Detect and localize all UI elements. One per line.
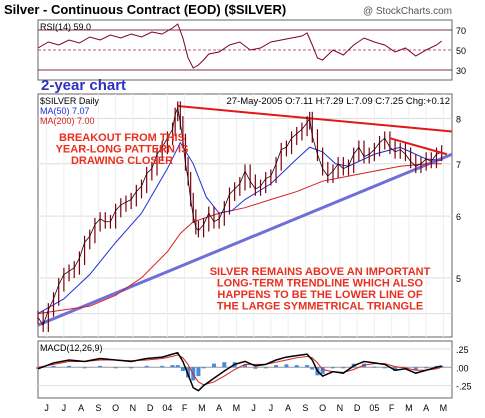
two-year-badge: 2-year chart bbox=[41, 77, 126, 94]
macd-tick-label: .00 bbox=[456, 363, 469, 373]
macd-label: MACD(12,26,9) bbox=[40, 343, 103, 353]
macd-histogram-bar bbox=[305, 365, 310, 368]
x-tick-label: M bbox=[233, 403, 241, 413]
price-tick-label: 7 bbox=[456, 160, 461, 170]
quote-line: 27-May-2005 O:7.11 H:7.29 L:7.09 C:7.25 … bbox=[227, 96, 450, 107]
macd-histogram-bar bbox=[67, 365, 72, 368]
rsi-level-label: 70 bbox=[456, 26, 466, 36]
x-tick-label: S bbox=[95, 403, 101, 413]
macd-histogram-bar bbox=[82, 367, 87, 369]
macd-histogram-bar bbox=[51, 365, 56, 368]
support-trendline bbox=[37, 152, 453, 327]
price-tick-label: 5 bbox=[456, 274, 461, 284]
macd-histogram-bar bbox=[186, 367, 191, 378]
chart-title: Silver - Continuous Contract (EOD) ($SIL… bbox=[4, 2, 286, 17]
macd-histogram-bar bbox=[222, 362, 227, 368]
x-tick-label: A bbox=[285, 403, 291, 413]
macd-line bbox=[37, 351, 442, 392]
macd-histogram-bar bbox=[424, 367, 429, 369]
breakout-annotation-line: DRAWING CLOSER bbox=[71, 155, 173, 167]
macd-histogram-bar bbox=[413, 367, 418, 371]
macd-histogram-bar bbox=[129, 367, 134, 369]
breakout-annotation-line: YEAR-LONG PATTERN IS bbox=[56, 144, 189, 156]
x-tick-label: J bbox=[251, 403, 256, 413]
x-tick-label: 04 bbox=[162, 403, 172, 413]
macd-histogram-bar bbox=[201, 367, 206, 369]
trendline-annotation-line: SILVER REMAINS ABOVE AN IMPORTANT bbox=[210, 266, 431, 278]
ma50-line bbox=[37, 141, 442, 315]
x-tick-label: F bbox=[389, 403, 395, 413]
macd-histogram-bar bbox=[310, 367, 315, 370]
rsi-level-label: 50 bbox=[456, 46, 466, 56]
macd-histogram-bar bbox=[211, 363, 216, 368]
price-tick-label: 8 bbox=[456, 115, 461, 125]
macd-histogram-bar bbox=[341, 367, 346, 369]
macd-tick-label: .25 bbox=[456, 345, 469, 355]
macd-histogram-bar bbox=[253, 367, 258, 369]
x-tick-label: J bbox=[44, 403, 49, 413]
x-tick-label: A bbox=[423, 403, 429, 413]
x-tick-label: O bbox=[319, 403, 326, 413]
macd-histogram-bar bbox=[294, 365, 299, 368]
x-tick-label: A bbox=[216, 403, 222, 413]
x-tick-label: S bbox=[302, 403, 308, 413]
macd-histogram-bar bbox=[393, 367, 398, 371]
symbol-label: $SILVER Daily bbox=[40, 96, 99, 106]
macd-histogram-bar bbox=[160, 365, 165, 368]
macd-histogram-bar bbox=[113, 367, 118, 369]
rsi-level-label: 30 bbox=[456, 66, 466, 76]
macd-histogram-bar bbox=[243, 364, 247, 368]
macd-panel bbox=[37, 340, 453, 399]
price-tick-label: 6 bbox=[456, 212, 461, 222]
x-tick-label: O bbox=[112, 403, 119, 413]
macd-histogram-bar bbox=[196, 367, 201, 377]
macd-histogram-bar bbox=[180, 367, 185, 371]
breakout-annotation-line: BREAKOUT FROM THIS bbox=[59, 132, 185, 144]
macd-histogram-bar bbox=[382, 367, 387, 369]
x-tick-label: N bbox=[130, 403, 137, 413]
x-tick-label: D bbox=[147, 403, 154, 413]
rsi-line bbox=[37, 23, 442, 69]
macd-histogram-bar bbox=[263, 367, 268, 369]
macd-histogram-bar bbox=[175, 365, 180, 368]
ma50-legend: MA(50) 7.07 bbox=[40, 106, 90, 116]
x-tick-label: J bbox=[269, 403, 274, 413]
x-tick-label: M bbox=[440, 403, 448, 413]
small-triangle-top-line bbox=[389, 137, 448, 156]
x-tick-label: M bbox=[198, 403, 206, 413]
macd-histogram-bar bbox=[170, 365, 175, 368]
trendline-annotation-line: HAPPENS TO BE THE LOWER LINE OF bbox=[217, 289, 422, 301]
x-tick-label: F bbox=[182, 403, 188, 413]
macd-histogram-bar bbox=[320, 367, 325, 374]
x-tick-label: N bbox=[337, 403, 344, 413]
x-tick-label: 05 bbox=[369, 403, 379, 413]
macd-histogram-bar bbox=[98, 365, 103, 368]
trendline-annotation-line: LONG-TERM TRENDLINE WHICH ALSO bbox=[217, 278, 424, 290]
rsi-label: RSI(14) 59.0 bbox=[40, 22, 91, 32]
macd-histogram-bar bbox=[330, 367, 335, 369]
trendline-annotation-line: THE LARGE SYMMETRICAL TRIANGLE bbox=[217, 301, 423, 313]
x-tick-label: J bbox=[62, 403, 67, 413]
ma200-legend: MA(200) 7.00 bbox=[40, 116, 95, 126]
x-tick-label: M bbox=[405, 403, 413, 413]
x-tick-label: D bbox=[354, 403, 361, 413]
macd-tick-label: -.25 bbox=[456, 382, 472, 392]
macd-histogram-bar bbox=[274, 365, 279, 368]
price-line bbox=[37, 106, 442, 326]
x-tick-label: A bbox=[78, 403, 84, 413]
watermark: @ StockCharts.com bbox=[363, 6, 452, 17]
resistance-trendline bbox=[177, 105, 453, 133]
macd-histogram-bar bbox=[144, 365, 149, 368]
macd-histogram-bar bbox=[284, 364, 289, 368]
macd-histogram-bar bbox=[372, 366, 377, 368]
